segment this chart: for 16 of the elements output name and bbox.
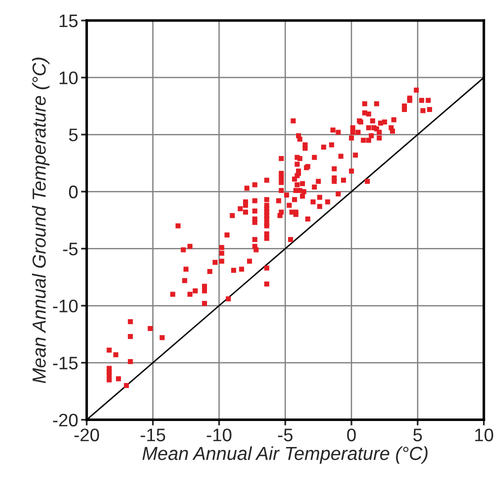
x-tick-label: 0 bbox=[347, 428, 356, 442]
y-tick-label: -5 bbox=[63, 242, 78, 256]
y-tick-label: 10 bbox=[60, 71, 78, 84]
y-tick-label: -20 bbox=[53, 414, 78, 426]
y-axis-title: Mean Annual Ground Temperature (°C) bbox=[32, 58, 50, 384]
y-tick-label: -10 bbox=[53, 300, 78, 312]
x-tick-label: 5 bbox=[413, 428, 422, 442]
x-tick-label: -10 bbox=[206, 428, 232, 442]
x-tick-label: -5 bbox=[278, 428, 293, 442]
y-tick-label: -15 bbox=[53, 356, 78, 370]
x-tick-label: -15 bbox=[140, 428, 166, 442]
x-axis-title: Mean Annual Air Temperature (°C) bbox=[142, 446, 428, 464]
x-tick-label: 10 bbox=[475, 428, 494, 442]
y-tick-label: 5 bbox=[69, 128, 78, 142]
y-tick-label: 15 bbox=[60, 14, 78, 28]
y-tick-label: 0 bbox=[69, 186, 78, 198]
